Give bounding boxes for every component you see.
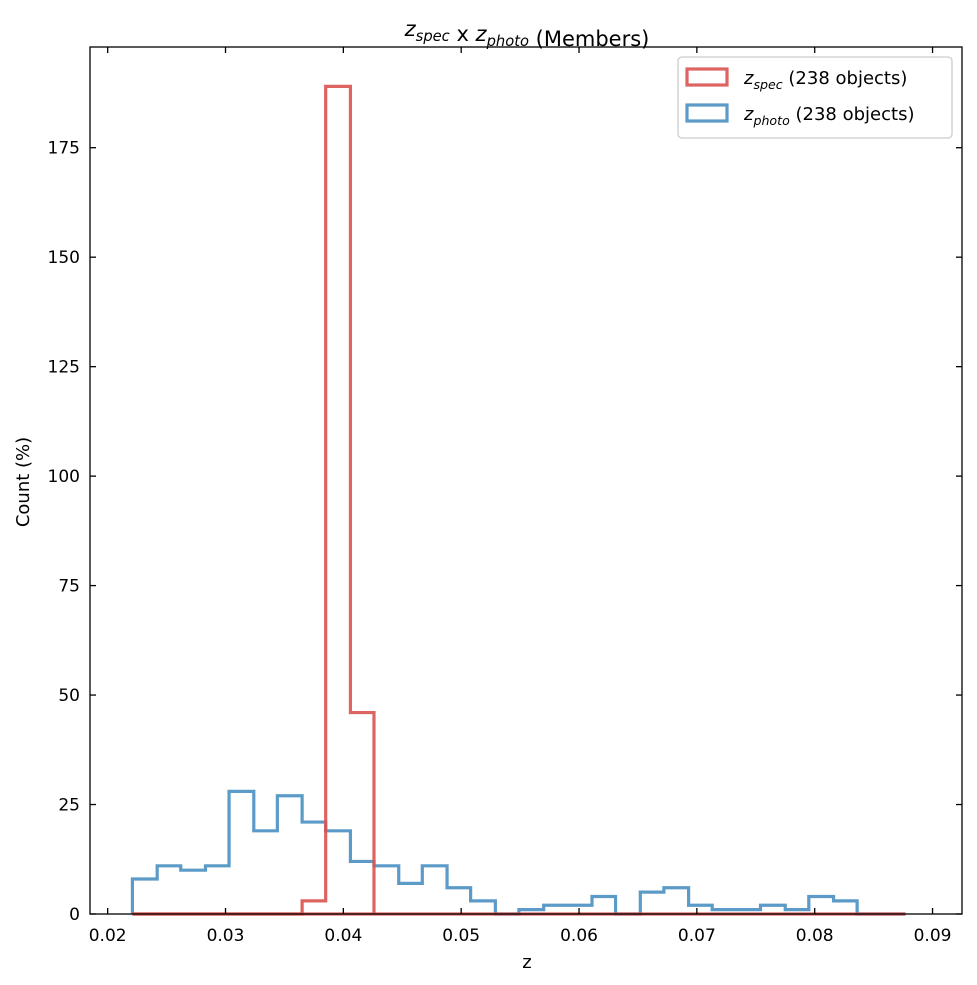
chart-title: zspec x zphoto (Members) [404,17,650,51]
title-part: z [404,17,417,41]
x-axis-label: z [522,952,531,973]
legend-swatch-spec [685,67,729,87]
y-tick-label: 125 [48,358,80,378]
x-tick-label: 0.05 [442,926,480,946]
y-tick-label: 50 [58,686,80,706]
legend-box [677,56,953,139]
y-tick-label: 75 [58,577,80,597]
title-part: (Members) [529,27,649,51]
legend-label-spec: zspec (238 objects) [743,68,907,92]
y-tick-label: 150 [48,248,80,268]
x-tick-label: 0.06 [560,926,598,946]
title-subscript: spec [416,28,450,45]
y-tick-label: 175 [48,139,80,159]
y-tick-label: 100 [48,467,80,487]
legend-label-main: z [743,68,754,89]
x-tick-label: 0.08 [796,926,834,946]
x-tick-label: 0.02 [89,926,127,946]
legend-label-suffix: (238 objects) [790,104,915,125]
y-tick-label: 25 [58,796,80,816]
x-tick-label: 0.09 [914,926,952,946]
title-subscript: photo [486,33,529,50]
y-axis-label: Count (%) [13,437,34,527]
legend-label-sub: spec [753,77,782,92]
legend-label-suffix: (238 objects) [783,68,908,89]
histogram-step-photo [130,789,906,916]
axes-frame [89,46,963,915]
legend-swatch-photo [685,103,729,123]
legend-label-main: z [743,104,754,125]
x-tick-label: 0.07 [678,926,716,946]
legend-label-photo: zphoto (238 objects) [743,104,914,128]
y-tick-label: 0 [69,905,80,925]
legend: zspec (238 objects)zphoto (238 objects) [677,56,953,139]
title-part: z [475,22,488,46]
legend-label-sub: photo [752,113,790,128]
axes: 0.02 0.03 0.04 0.05 0.06 0.07 0.08 0.09 0 25 50 75 1… [48,46,963,946]
title-part: x [450,22,476,46]
x-tick-label: 0.03 [207,926,245,946]
x-tick-label: 0.04 [324,926,362,946]
